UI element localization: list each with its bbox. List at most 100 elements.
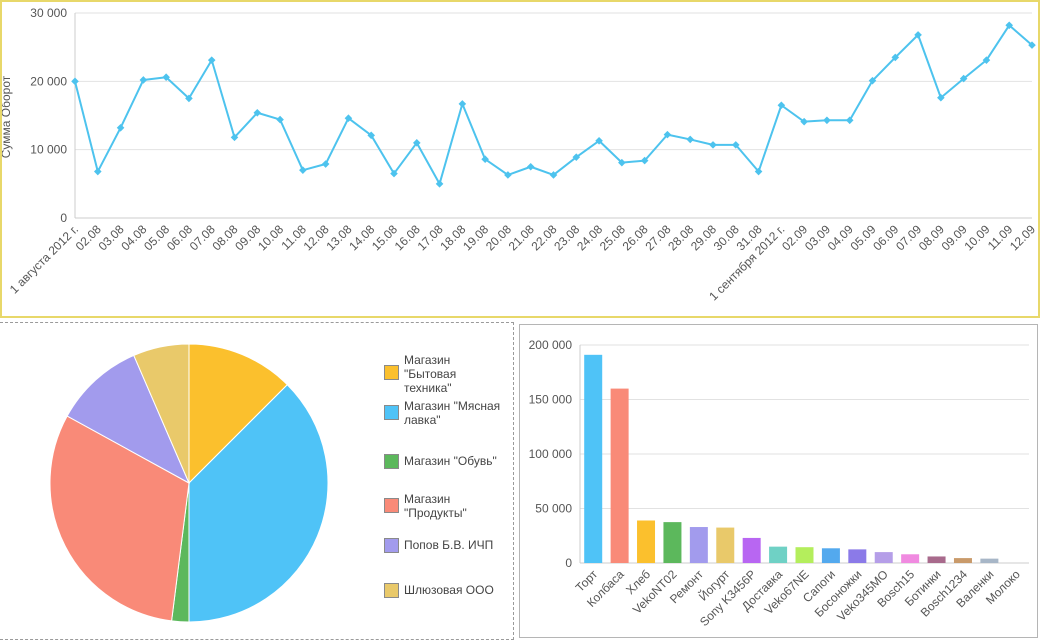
bar-y-tick-label: 200 000 <box>529 338 573 352</box>
line-point <box>481 155 489 164</box>
pie-legend-swatch <box>384 538 399 553</box>
line-point <box>230 133 239 142</box>
line-point <box>1005 21 1014 30</box>
bar <box>874 552 893 563</box>
bar <box>848 549 867 563</box>
line-point <box>891 53 900 62</box>
line-point <box>709 141 717 149</box>
pie-chart-panel: Магазин "Бытовая техника" Магазин "Мясная ла… <box>0 322 514 640</box>
line-point <box>754 167 763 176</box>
pie-slice <box>188 384 329 623</box>
bar <box>742 537 761 563</box>
pie-legend-swatch <box>384 454 399 469</box>
pie-chart <box>49 343 329 623</box>
bar <box>663 522 682 563</box>
pie-legend-label: Магазин "Мясная лавка" <box>404 399 512 427</box>
pie-legend-label-line: Магазин <box>404 353 451 367</box>
bar <box>953 558 972 563</box>
bar <box>584 354 603 563</box>
line-point <box>116 124 125 132</box>
pie-legend-label-line: Магазин <box>404 492 451 506</box>
line-point <box>344 114 353 123</box>
line-point <box>1028 41 1036 49</box>
pie-legend-label: Шлюзовая ООО <box>404 583 512 597</box>
line-point <box>868 76 877 85</box>
pie-legend-swatch <box>384 583 399 598</box>
bar-y-tick-label: 100 000 <box>529 447 573 461</box>
line-point <box>504 171 512 179</box>
line-x-tick-label: 1 августа 2012 г. <box>7 222 81 296</box>
line-point <box>299 166 307 174</box>
line-y-tick-label: 0 <box>60 211 67 225</box>
line-point <box>71 77 79 86</box>
line-point <box>572 153 581 161</box>
line-point <box>914 31 922 39</box>
bar <box>689 527 708 563</box>
line-point <box>93 167 102 176</box>
line-y-tick-label: 20 000 <box>30 74 67 88</box>
line-x-tick-label: 12.09 <box>1007 222 1038 253</box>
line-point <box>367 131 376 140</box>
bar <box>610 388 629 563</box>
line-point <box>823 116 831 125</box>
line-point <box>435 180 444 188</box>
bar <box>795 547 814 563</box>
line-point <box>458 100 467 108</box>
pie-legend-label-line: "Бытовая <box>404 367 457 381</box>
pie-legend-label-line: Магазин "Обувь" <box>404 454 497 468</box>
line-point <box>549 171 558 179</box>
line-point <box>207 56 216 64</box>
bar <box>716 527 735 563</box>
bar <box>901 554 920 563</box>
line-point <box>800 117 808 126</box>
pie-slice <box>188 343 288 485</box>
pie-slice <box>133 343 190 484</box>
line-point <box>731 141 740 149</box>
pie-legend-label: Магазин "Бытовая техника" <box>404 353 512 395</box>
line-point <box>321 160 330 168</box>
bar <box>769 546 788 563</box>
line-point <box>777 101 786 110</box>
pie-legend-label-line: Магазин "Мясная <box>404 399 501 413</box>
pie-legend-swatch <box>384 405 399 420</box>
line-point <box>412 139 421 147</box>
pie-legend-label-line: техника" <box>404 381 452 395</box>
pie-slice <box>66 354 191 485</box>
line-point <box>959 74 968 83</box>
pie-legend-label-line: лавка" <box>404 413 441 427</box>
pie-legend-label-line: Попов Б.В. ИЧП <box>404 538 494 552</box>
pie-legend-swatch <box>384 365 399 380</box>
bar <box>927 556 946 563</box>
line-point <box>618 158 626 167</box>
line-chart: 0 10 000 20 000 30 000 Сумма Оборот 1 августа… <box>2 6 1038 303</box>
line-point <box>185 94 193 103</box>
line-point <box>595 136 603 145</box>
line-y-tick-label: 30 000 <box>30 6 67 20</box>
line-chart-panel: 0 10 000 20 000 30 000 Сумма Оборот 1 августа… <box>0 0 1040 318</box>
line-y-axis-label: Сумма Оборот <box>2 75 13 158</box>
line-y-tick-label: 10 000 <box>30 143 67 157</box>
bar-y-tick-label: 0 <box>565 556 572 570</box>
line-point <box>253 108 262 117</box>
line-point <box>982 56 991 64</box>
line-point <box>845 116 854 125</box>
line-x-tick-label: 10.09 <box>961 222 992 253</box>
line-point <box>276 115 284 124</box>
pie-legend-label: Магазин "Обувь" <box>404 454 512 468</box>
pie-legend-label-line: Шлюзовая ООО <box>404 583 494 597</box>
line-point <box>139 76 148 84</box>
pie-legend-label-line: "Продукты" <box>404 506 467 520</box>
pie-legend-swatch <box>384 498 399 513</box>
line-point <box>640 156 649 165</box>
bar <box>980 558 999 563</box>
pie-legend-label: Попов Б.В. ИЧП <box>404 538 512 552</box>
line-point <box>663 130 672 139</box>
bar <box>821 548 840 563</box>
pie-legend-label: Магазин "Продукты" <box>404 492 512 520</box>
line-series <box>74 24 1033 185</box>
line-point <box>390 169 398 178</box>
bar-chart-panel: 0 50 000 100 000 150 000 200 000 Торт Колбаса Х… <box>519 324 1038 638</box>
line-point <box>162 73 170 82</box>
line-point <box>937 93 945 102</box>
